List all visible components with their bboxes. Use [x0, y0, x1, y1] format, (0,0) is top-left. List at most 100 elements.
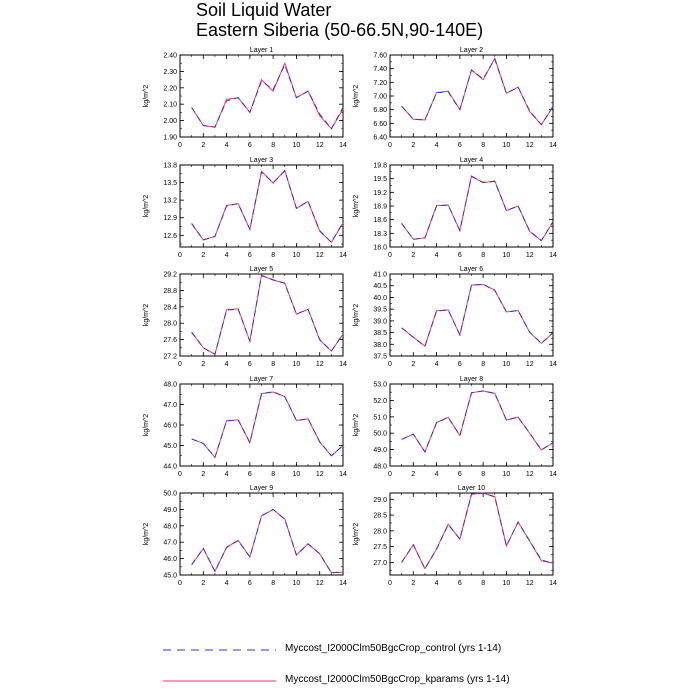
- layer-4-ytick-label: 18.9: [373, 204, 387, 211]
- layer-2-ytick-label: 6.40: [373, 135, 387, 142]
- layer-2-ytick-label: 7.60: [373, 53, 387, 60]
- layer-4-xtick-label: 6: [458, 252, 462, 259]
- layer-5-ytick-label: 28.8: [163, 288, 177, 295]
- layer-2-series-kparams: [401, 57, 554, 126]
- layer-2-ytick-label: 6.80: [373, 107, 387, 114]
- layer-6-ytick-label: 39.5: [373, 307, 387, 314]
- layer-7-ylabel: kg/m^2: [143, 414, 150, 436]
- layer-10-xtick-label: 10: [503, 580, 511, 587]
- layer-5-xtick-label: 10: [293, 361, 301, 368]
- layer-7-ytick-label: 47.0: [163, 402, 177, 409]
- layer-4-series-control: [401, 175, 554, 242]
- layer-5-xtick-label: 8: [271, 361, 275, 368]
- layer-5-series-control: [191, 274, 344, 356]
- layer-10-title: Layer 10: [458, 485, 485, 492]
- layer-7-panel: Layer 7 kg/m^2 0 2 4 6 8 10 12 14 44.0 45.0 46.0 47.0…: [143, 376, 347, 478]
- layer-4-xtick-label: 2: [411, 252, 415, 259]
- layer-4-xtick-label: 8: [481, 252, 485, 259]
- layer-3-xtick-label: 6: [248, 252, 252, 259]
- layer-2-ytick-label: 7.20: [373, 80, 387, 87]
- layer-5-ylabel: kg/m^2: [143, 304, 150, 326]
- layer-4-ytick-label: 18.3: [373, 231, 387, 238]
- layer-7-xtick-label: 10: [293, 471, 301, 478]
- layer-6-series-kparams: [401, 284, 554, 347]
- layer-7-xtick-label: 2: [201, 471, 205, 478]
- layer-6-title: Layer 6: [460, 266, 483, 273]
- layer-3-ytick-label: 12.9: [163, 215, 177, 222]
- layer-5-xtick-label: 2: [201, 361, 205, 368]
- layer-9-ytick-label: 46.0: [163, 556, 177, 563]
- layer-8-panel: Layer 8 kg/m^2 0 2 4 6 8 10 12 14 48.0 49.0 50.0 51.0…: [353, 376, 557, 478]
- layer-10-xtick-label: 6: [458, 580, 462, 587]
- layer-7-xtick-label: 12: [316, 471, 324, 478]
- layer-10-ytick-label: 28.0: [373, 528, 387, 535]
- layer-8-ytick-label: 49.0: [373, 447, 387, 454]
- layer-9-series-control: [191, 508, 344, 574]
- layer-5-xtick-label: 0: [178, 361, 182, 368]
- layer-3-ytick-label: 13.5: [163, 180, 177, 187]
- layer-4-ytick-label: 19.2: [373, 190, 387, 197]
- layer-4-series-kparams: [401, 175, 554, 242]
- layer-10-xtick-label: 2: [411, 580, 415, 587]
- layer-3-ytick-label: 12.6: [163, 233, 177, 240]
- layer-10-xtick-label: 14: [549, 580, 557, 587]
- layer-3-series-control: [191, 169, 344, 244]
- layer-1-ytick-label: 2.10: [163, 102, 177, 109]
- layer-1-xtick-label: 8: [271, 142, 275, 149]
- layer-6-ytick-label: 39.0: [373, 318, 387, 325]
- layer-1-xtick-label: 12: [316, 142, 324, 149]
- layer-7-xtick-label: 0: [178, 471, 182, 478]
- layer-5-series-kparams: [191, 274, 344, 356]
- layer-1-xtick-label: 4: [225, 142, 229, 149]
- layer-8-xtick-label: 2: [411, 471, 415, 478]
- layer-4-ylabel: kg/m^2: [353, 195, 360, 217]
- layer-1-xtick-label: 0: [178, 142, 182, 149]
- layer-10-ytick-label: 29.0: [373, 497, 387, 504]
- layer-8-frame: [389, 383, 554, 467]
- layer-10-panel: Layer 10 kg/m^2 0 2 4 6 8 10 12 14 27.0 27.5 28.0 28.…: [353, 485, 557, 587]
- layer-3-xtick-label: 14: [339, 252, 347, 259]
- layer-4-ytick-label: 19.5: [373, 176, 387, 183]
- layer-6-xtick-label: 14: [549, 361, 557, 368]
- layer-9-ytick-label: 45.0: [163, 573, 177, 580]
- layer-4-xtick-label: 4: [435, 252, 439, 259]
- layer-8-xtick-label: 12: [526, 471, 534, 478]
- layer-8-ytick-label: 48.0: [373, 464, 387, 471]
- layer-6-ytick-label: 41.0: [373, 272, 387, 279]
- figure-title-block: Soil Liquid Water Eastern Siberia (50-66…: [196, 0, 483, 40]
- layer-6-ytick-label: 38.0: [373, 342, 387, 349]
- layer-3-xtick-label: 8: [271, 252, 275, 259]
- layer-5-title: Layer 5: [250, 266, 273, 273]
- layer-3-xtick-label: 10: [293, 252, 301, 259]
- layer-3-ylabel: kg/m^2: [143, 195, 150, 217]
- layer-2-ytick-label: 6.60: [373, 121, 387, 128]
- layer-1-ytick-label: 2.30: [163, 69, 177, 76]
- layer-5-ytick-label: 27.2: [163, 354, 177, 361]
- layer-3-frame: [179, 164, 344, 248]
- layer-2-frame: [389, 54, 554, 138]
- layer-1-frame: [179, 54, 344, 138]
- layer-9-ytick-label: 48.0: [163, 523, 177, 530]
- layer-6-ylabel: kg/m^2: [353, 304, 360, 326]
- layer-1-ytick-label: 2.00: [163, 118, 177, 125]
- layer-5-xtick-label: 12: [316, 361, 324, 368]
- layer-2-panel: Layer 2 kg/m^2 0 2 4 6 8 10 12 14 6.40 6.60 6.80 7.00…: [353, 47, 557, 149]
- layer-8-series-control: [401, 390, 554, 453]
- layer-5-ytick-label: 28.0: [163, 321, 177, 328]
- layer-9-xtick-label: 4: [225, 580, 229, 587]
- layer-4-xtick-label: 0: [388, 252, 392, 259]
- layer-4-ytick-label: 19.8: [373, 163, 387, 170]
- layer-4-xtick-label: 12: [526, 252, 534, 259]
- layer-9-frame: [179, 492, 344, 576]
- layer-3-ytick-label: 13.2: [163, 198, 177, 205]
- layer-2-xtick-label: 4: [435, 142, 439, 149]
- layer-1-ytick-label: 1.90: [163, 135, 177, 142]
- layer-6-ytick-label: 40.5: [373, 283, 387, 290]
- layer-6-xtick-label: 6: [458, 361, 462, 368]
- layer-6-ytick-label: 37.5: [373, 354, 387, 361]
- layer-1-ytick-label: 2.20: [163, 85, 177, 92]
- layer-4-title: Layer 4: [460, 157, 483, 164]
- figure-title: Soil Liquid Water: [196, 0, 332, 20]
- layer-4-panel: Layer 4 kg/m^2 0 2 4 6 8 10 12 14 18.0 18.3 18.6 18.9…: [353, 157, 557, 259]
- layer-3-title: Layer 3: [250, 157, 273, 164]
